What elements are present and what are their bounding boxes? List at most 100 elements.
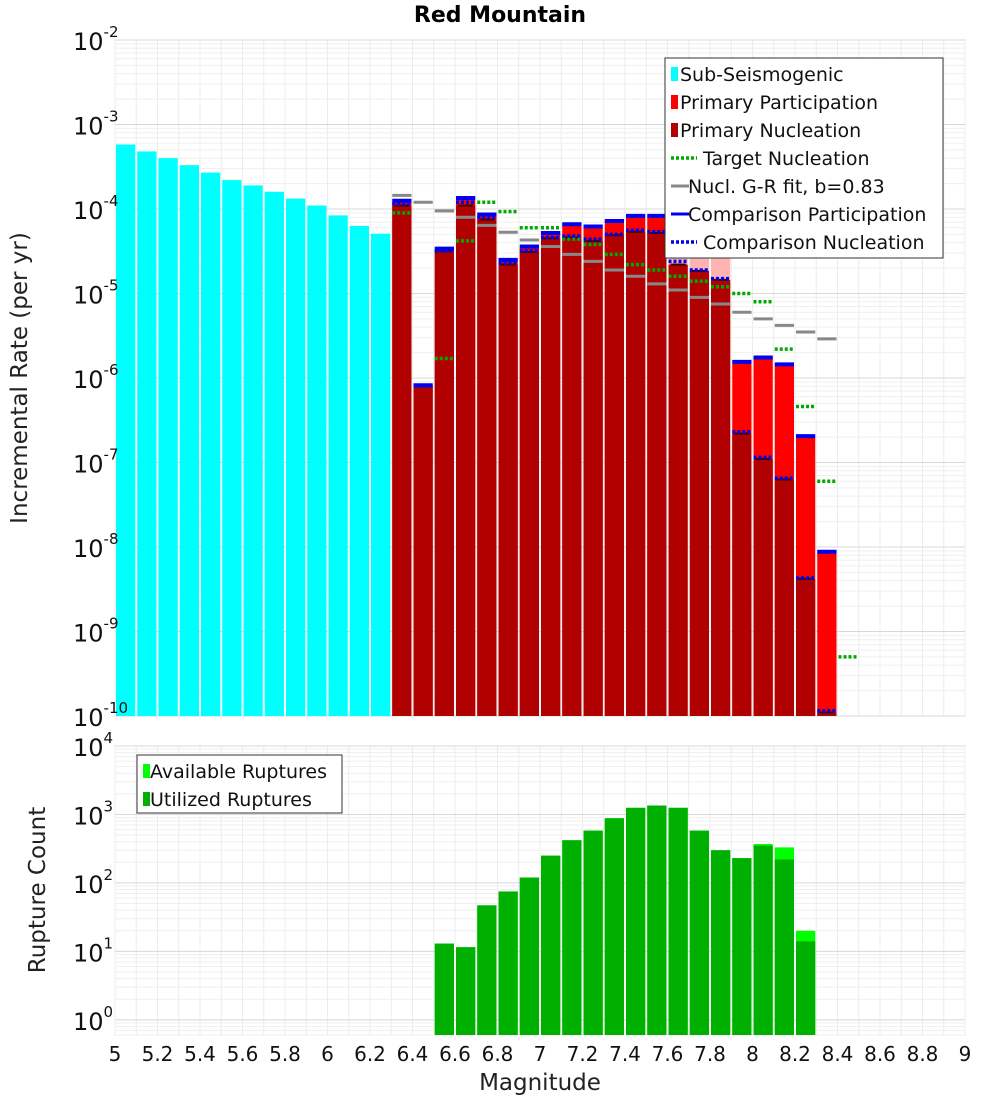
y-tick-label: 10-2	[73, 23, 119, 56]
x-tick-label: 5.8	[269, 1042, 301, 1066]
legend-box	[664, 57, 944, 259]
x-tick-label: 8.6	[864, 1042, 896, 1066]
primary-nucleation-bar	[647, 232, 667, 716]
y-tick-label: 103	[73, 797, 113, 830]
primary-nucleation-bar	[541, 238, 561, 717]
primary-nucleation-bar	[456, 205, 476, 716]
utilized-ruptures-bar	[477, 905, 497, 1035]
sub-seismogenic-bar	[137, 151, 157, 716]
count-y-axis-label: Rupture Count	[25, 807, 51, 973]
y-tick-exponent: -5	[104, 277, 119, 295]
legend-swatch	[671, 95, 678, 109]
chart-title: Red Mountain	[414, 3, 586, 28]
y-tick-label: 10-9	[73, 615, 119, 648]
y-tick-exponent: 3	[104, 797, 114, 815]
x-tick-label: 8	[746, 1042, 759, 1066]
legend-label: Available Ruptures	[150, 761, 327, 783]
y-tick-base: 10	[73, 802, 104, 830]
primary-nucleation-bar	[562, 237, 582, 717]
utilized-ruptures-bar	[519, 877, 539, 1035]
sub-seismogenic-bar	[371, 233, 391, 716]
legend-swatch	[143, 764, 150, 778]
y-tick-base: 10	[73, 282, 104, 310]
x-ticks: 5 5.2 5.4 5.6 5.8 6 6.2 6.4 6.6 6.8 7 7.2 7.4 7.6 7.8 8…	[109, 1042, 972, 1066]
y-tick-exponent: -7	[104, 446, 119, 464]
y-tick-label: 10-3	[73, 108, 119, 141]
y-tick-exponent: -2	[104, 23, 119, 41]
y-tick-exponent: -10	[104, 699, 129, 717]
utilized-ruptures-bar	[604, 818, 624, 1035]
y-tick-exponent: -4	[104, 192, 119, 210]
primary-nucleation-bar	[732, 433, 752, 716]
y-tick-base: 10	[73, 734, 104, 762]
utilized-ruptures-bar	[689, 830, 709, 1035]
x-tick-label: 8.2	[779, 1042, 811, 1066]
x-tick-label: 5.6	[227, 1042, 259, 1066]
sub-seismogenic-bar	[243, 185, 263, 717]
sub-seismogenic-bar	[349, 225, 369, 716]
primary-nucleation-bar	[498, 264, 518, 716]
y-tick-base: 10	[73, 366, 104, 394]
y-tick-exponent: -3	[104, 108, 119, 126]
sub-seismogenic-bar	[264, 191, 284, 717]
sub-seismogenic-bar	[222, 180, 242, 716]
sub-seismogenic-bar	[286, 198, 306, 716]
legend-box	[136, 754, 343, 814]
utilized-ruptures-bar	[434, 943, 454, 1035]
x-tick-label: 9	[959, 1042, 972, 1066]
primary-nucleation-bar	[668, 264, 688, 716]
y-tick-exponent: -8	[104, 530, 119, 548]
legend-label: Sub-Seismogenic	[680, 64, 844, 86]
x-tick-label: 7.2	[567, 1042, 599, 1066]
y-tick-label: 10-4	[73, 192, 119, 225]
primary-nucleation-bar	[817, 712, 837, 716]
primary-nucleation-bar	[604, 235, 624, 716]
primary-nucleation-bar	[583, 240, 603, 716]
primary-nucleation-bar	[413, 386, 433, 716]
x-tick-label: 7	[534, 1042, 547, 1066]
x-tick-label: 8.8	[907, 1042, 939, 1066]
rate-y-axis-label: Incremental Rate (per yr)	[7, 232, 33, 524]
utilized-ruptures-bar	[626, 807, 646, 1035]
y-tick-exponent: 1	[104, 934, 114, 952]
legend-label: Comparison Participation	[688, 204, 926, 226]
y-tick-base: 10	[73, 620, 104, 648]
primary-nucleation-bar	[711, 279, 731, 716]
primary-nucleation-bar	[434, 250, 454, 716]
y-tick-base: 10	[73, 28, 104, 56]
count-plot-bars	[434, 805, 816, 1035]
utilized-ruptures-bar	[562, 840, 582, 1035]
utilized-ruptures-bar	[753, 845, 773, 1035]
y-tick-label: 102	[73, 866, 113, 899]
y-tick-label: 10-8	[73, 530, 119, 563]
x-tick-label: 7.8	[694, 1042, 726, 1066]
y-tick-exponent: 4	[104, 729, 114, 747]
sub-seismogenic-bar	[158, 158, 178, 717]
legend-label: Target Nucleation	[702, 148, 870, 170]
utilized-ruptures-bar	[498, 891, 518, 1035]
count-plot-grid	[114, 745, 966, 1036]
y-tick-exponent: -6	[104, 361, 119, 379]
primary-nucleation-bar	[477, 219, 497, 717]
x-tick-label: 6.6	[439, 1042, 471, 1066]
utilized-ruptures-bar	[647, 805, 667, 1035]
y-tick-label: 10-6	[73, 361, 119, 394]
legend-label: Primary Nucleation	[680, 120, 861, 142]
y-tick-base: 10	[73, 535, 104, 563]
utilized-ruptures-bar	[732, 858, 752, 1035]
y-tick-base: 10	[73, 871, 104, 899]
y-tick-base: 10	[73, 113, 104, 141]
x-axis-label: Magnitude	[479, 1070, 601, 1096]
primary-nucleation-bar	[796, 578, 816, 716]
x-tick-label: 7.4	[609, 1042, 641, 1066]
primary-nucleation-bar	[753, 459, 773, 716]
legend-swatch	[671, 123, 678, 137]
y-tick-base: 10	[73, 704, 104, 732]
y-tick-exponent: 2	[104, 866, 114, 884]
y-tick-label: 104	[73, 729, 113, 762]
primary-nucleation-bar	[392, 205, 412, 716]
